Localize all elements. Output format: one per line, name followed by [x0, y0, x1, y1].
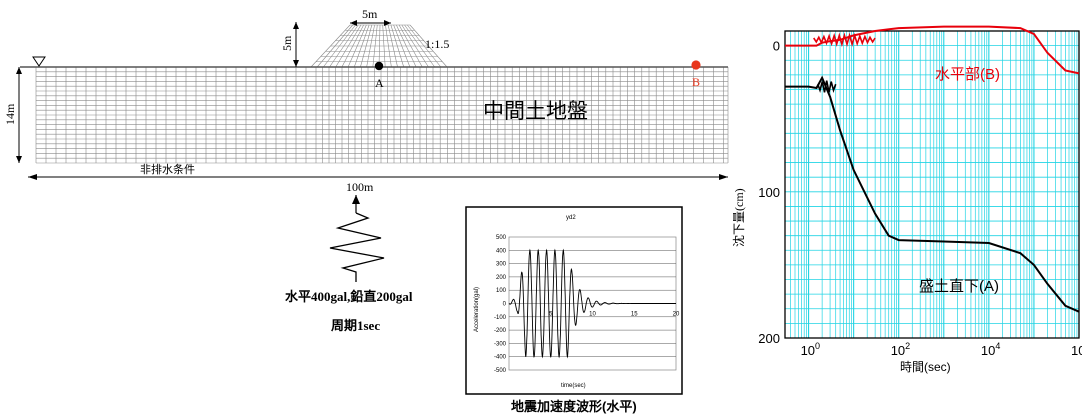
- mesh-line: [387, 24, 398, 68]
- chart-frame: [784, 30, 1080, 339]
- point-a-label: A: [375, 76, 384, 90]
- settlement-chart: 0 100 200 100 102 104 106 時間(sec) 沈下量(cm) 水平部…: [731, 25, 1082, 374]
- mesh-line: [360, 24, 373, 68]
- point-b-label: B: [692, 75, 700, 89]
- waveform-ytick-label: 500: [496, 235, 507, 241]
- waveform-caption: 地震加速度波形(水平): [511, 399, 637, 414]
- chart-ylabel: 沈下量(cm): [731, 188, 746, 247]
- mesh-line: [401, 24, 429, 68]
- waveform-ytick-label: -100: [494, 315, 507, 321]
- waveform-xtick-label: 15: [631, 312, 638, 318]
- chart-series: [785, 25, 1080, 313]
- point-b-marker: [691, 60, 701, 70]
- waveform-ytick-label: -500: [494, 368, 507, 374]
- mesh-line: [398, 24, 423, 68]
- waveform-ytick-label: 300: [496, 262, 507, 268]
- input-arrowhead: [352, 195, 360, 204]
- input-zigzag-icon: [329, 212, 385, 282]
- series-b-oscillation: [813, 32, 876, 48]
- waveform-ytick-label: 200: [496, 275, 507, 281]
- embankment-height-arrowhead-top: [293, 22, 299, 29]
- mesh-line: [409, 24, 448, 68]
- waveform-xtick-label: 5: [549, 312, 553, 318]
- mesh-line: [393, 24, 411, 68]
- ground-mesh: [35, 67, 729, 164]
- series-a-oscillation: [817, 80, 837, 93]
- waveform-curve: [508, 248, 676, 359]
- series-line-1: [785, 75, 1080, 313]
- chart-xtick-label: 104: [981, 341, 1000, 358]
- input-amplitude-label: 水平400gal,鉛直200gal: [285, 289, 413, 304]
- slope-label: 1:1.5: [425, 37, 449, 51]
- chart-ytick-label: 100: [758, 185, 780, 200]
- model-width-label: 100m: [346, 180, 374, 194]
- mesh-line: [341, 24, 364, 68]
- mesh-line: [347, 24, 367, 68]
- ground-type-label: 中間土地盤: [483, 100, 588, 123]
- waveform-ytick-label: 100: [496, 288, 507, 294]
- mesh-line: [323, 24, 356, 68]
- waveform-ytick-label: 0: [503, 302, 507, 308]
- waveform-title: yd2: [566, 215, 576, 221]
- chart-ytick-label: 0: [773, 39, 780, 54]
- point-a-marker: [374, 61, 384, 71]
- mesh-line: [378, 24, 381, 68]
- chart-xlabel: 時間(sec): [900, 360, 951, 374]
- fe-model: 5m 5m 1:1.5 14m A B 中間土地盤 非排水条件 100m 水平4…: [3, 7, 729, 333]
- mesh-line: [372, 24, 378, 68]
- waveform-inset: 500 400 300 200 100 0 -100 -200 -300 -400 -500 5 10…: [465, 206, 683, 414]
- waveform-ytick-label: -200: [494, 328, 507, 334]
- chart-y-ticks: 0 100 200: [758, 39, 780, 346]
- mesh-line: [329, 24, 359, 68]
- waveform-grid: [509, 250, 676, 357]
- mesh-line: [404, 24, 435, 68]
- chart-plot-area: [785, 31, 1079, 338]
- series-label-b: 水平部(B): [935, 66, 1000, 83]
- mesh-line: [382, 24, 386, 68]
- embankment-mesh: [310, 24, 448, 68]
- model-width-arrowhead-right: [719, 174, 728, 180]
- crest-width-arrowhead-left: [350, 20, 357, 26]
- mesh-line: [385, 24, 392, 68]
- waveform-xtick-label: 10: [589, 312, 596, 318]
- mesh-line: [396, 24, 417, 68]
- waveform-xtick-label: 20: [673, 312, 680, 318]
- chart-xtick-label: 106: [1071, 341, 1082, 358]
- chart-xtick-label: 100: [801, 341, 820, 358]
- chart-x-ticks: 100 102 104 106: [801, 341, 1082, 358]
- depth-arrowhead-top: [16, 67, 22, 74]
- waveform-ytick-label: -300: [494, 341, 507, 347]
- crest-width-label: 5m: [362, 7, 378, 21]
- waveform-xlabel: time(sec): [561, 383, 586, 389]
- mesh-line: [407, 24, 442, 68]
- model-width-arrowhead-left: [28, 174, 37, 180]
- mesh-line: [335, 24, 362, 68]
- embankment-height-arrowhead-bottom: [293, 60, 299, 67]
- input-period-label: 周期1sec: [331, 318, 380, 333]
- depth-arrowhead-bottom: [16, 156, 22, 163]
- waveform-y-ticks: 500 400 300 200 100 0 -100 -200 -300 -400 -500: [494, 235, 507, 374]
- mesh-line: [353, 24, 370, 68]
- series-line-0: [785, 25, 1080, 75]
- chart-ytick-label: 200: [758, 331, 780, 346]
- waveform-ytick-label: -400: [494, 355, 507, 361]
- drainage-condition-label: 非排水条件: [140, 162, 195, 176]
- mesh-line: [390, 24, 405, 68]
- mesh-line: [310, 24, 351, 68]
- mesh-line: [366, 24, 375, 68]
- crest-width-arrowhead-right: [384, 20, 391, 26]
- embankment-height-label: 5m: [280, 35, 294, 51]
- waveform-ytick-label: 400: [496, 248, 507, 254]
- depth-label: 14m: [3, 103, 17, 125]
- chart-xtick-label: 102: [891, 341, 910, 358]
- water-level-icon: [32, 56, 46, 67]
- series-label-a: 盛土直下(A): [919, 278, 999, 295]
- mesh-line: [316, 24, 353, 68]
- waveform-x-ticks: 5 10 15 20: [549, 312, 680, 318]
- waveform-ylabel: Acceleration(gal): [474, 287, 480, 332]
